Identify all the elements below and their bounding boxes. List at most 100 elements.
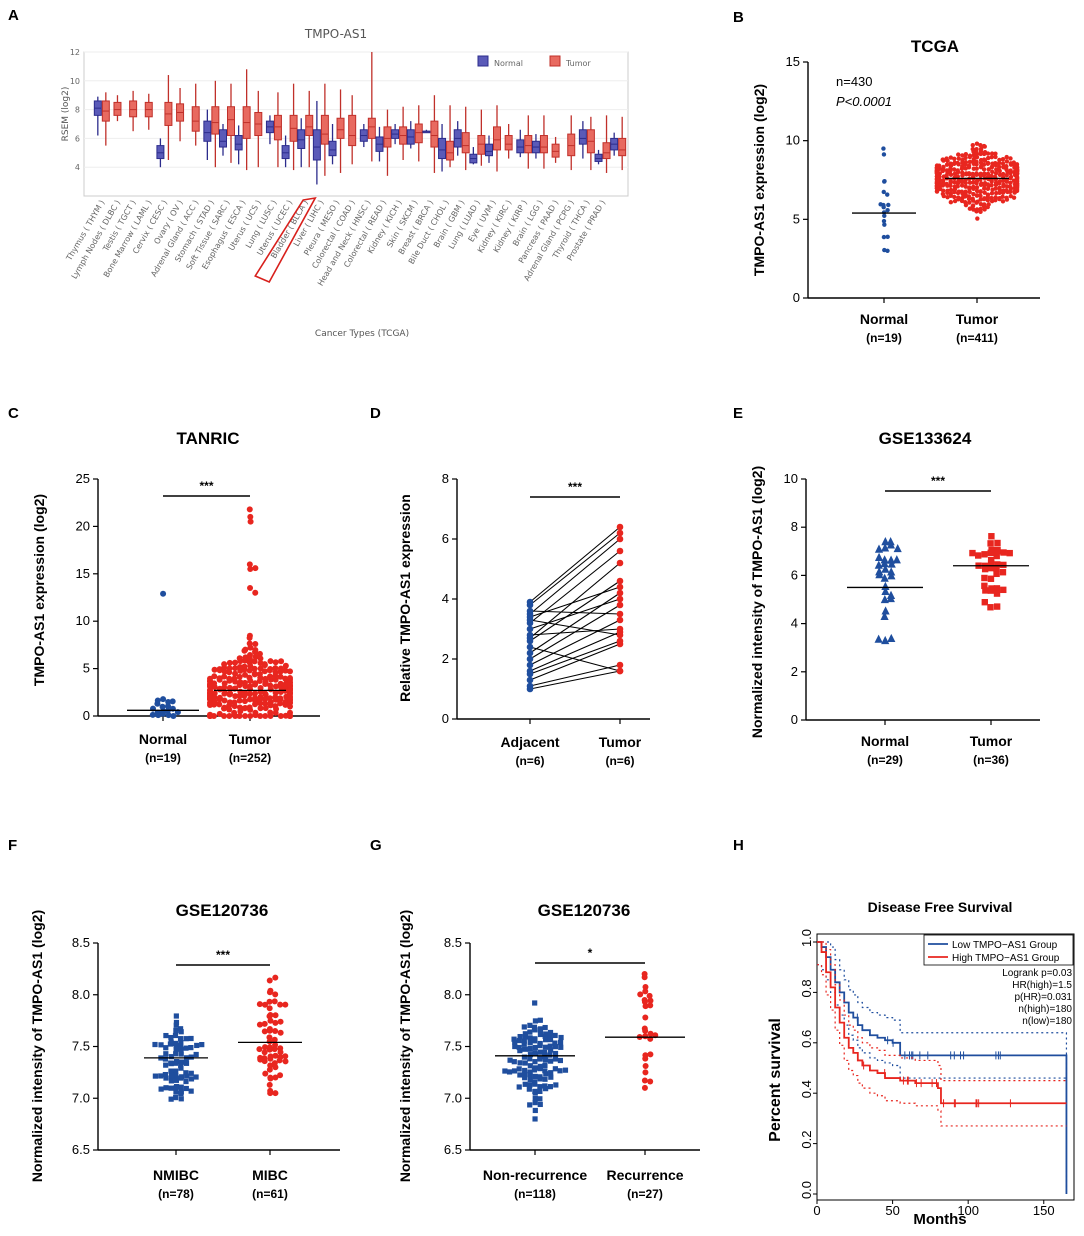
chart-c-point-tumor	[207, 711, 213, 718]
chart-g-point-non-recurrence	[521, 1038, 527, 1044]
chart-f-point-nmibc	[177, 1026, 184, 1032]
chart-h-title: Disease Free Survival	[868, 899, 1013, 915]
chart-c-ylabel: TMPO-AS1 expression (log2)	[31, 494, 47, 686]
chart-e-point-normal	[880, 573, 889, 582]
chart-e-ytick-label: 0	[791, 712, 798, 727]
chart-b-point-tumor	[1004, 159, 1010, 164]
chart-f-point-nmibc	[163, 1075, 169, 1081]
chart-g-category-label: Non-recurrence	[483, 1167, 587, 1183]
chart-b-point-tumor	[948, 183, 953, 188]
chart-c-point-tumor	[251, 690, 258, 697]
chart-d-pair-line	[529, 592, 621, 654]
chart-a-ylabel: RSEM (log2)	[61, 87, 71, 142]
chart-e-point-tumor	[981, 565, 989, 573]
chart-b-point-tumor	[1014, 170, 1020, 176]
chart-g-point-non-recurrence	[532, 1107, 538, 1114]
chart-b-point-tumor	[974, 147, 979, 152]
chart-a-title: TMPO-AS1	[304, 27, 367, 41]
chart-c-point-tumor	[207, 687, 213, 694]
chart-b-point-tumor	[948, 155, 954, 160]
chart-g-point-non-recurrence	[547, 1084, 553, 1090]
chart-e-point-tumor	[975, 552, 982, 559]
chart-c-ytick-label: 25	[76, 471, 90, 486]
chart-g-significance-label: *	[588, 946, 593, 960]
chart-a-box-normal	[203, 120, 212, 142]
chart-d-point-adjacent	[526, 607, 534, 615]
chart-c-n-label: (n=19)	[145, 751, 181, 765]
chart-f-point-mibc	[266, 1066, 273, 1073]
chart-d-pair-line	[529, 580, 621, 642]
chart-g-point-non-recurrence	[527, 1046, 533, 1052]
chart-c-point-normal	[169, 698, 176, 705]
chart-f-point-mibc	[272, 991, 279, 998]
chart-e-point-tumor	[1006, 549, 1013, 557]
chart-c-point-tumor	[241, 705, 248, 712]
chart-d-point-adjacent	[526, 655, 534, 663]
chart-c-point-tumor	[287, 668, 293, 675]
chart-g-point-non-recurrence	[537, 1076, 543, 1082]
chart-b-point-tumor	[952, 194, 957, 200]
chart-f-point-mibc	[266, 1034, 273, 1041]
chart-g-point-non-recurrence	[547, 1032, 553, 1038]
chart-f-point-mibc	[277, 1001, 284, 1008]
chart-c-point-tumor	[216, 701, 223, 708]
chart-g-point-non-recurrence	[522, 1046, 528, 1052]
chart-a-ytick-label: 6	[75, 134, 80, 143]
chart-c-point-tumor	[267, 709, 274, 716]
chart-c-point-tumor	[277, 712, 284, 719]
chart-b-point-tumor	[989, 151, 995, 156]
chart-f-point-mibc	[282, 1001, 289, 1008]
chart-b-point-tumor	[934, 189, 940, 194]
chart-f-point-nmibc	[168, 1039, 174, 1045]
chart-f-point-mibc	[267, 1075, 274, 1082]
chart-g-point-recurrence	[642, 988, 649, 995]
chart-b-point-tumor	[956, 152, 961, 157]
chart-e-point-tumor	[987, 564, 995, 572]
chart-b-point-tumor	[978, 142, 983, 148]
chart-b-point-tumor	[982, 207, 987, 212]
chart-e-point-normal	[881, 564, 890, 573]
chart-a-legend-normal-swatch	[477, 55, 489, 67]
chart-b-point-tumor	[974, 193, 980, 198]
chart-f-point-nmibc	[158, 1042, 164, 1048]
chart-f-point-nmibc	[188, 1054, 194, 1060]
chart-b-point-tumor	[986, 167, 991, 172]
chart-f-point-mibc	[257, 1054, 264, 1061]
chart-g-point-non-recurrence	[527, 1029, 533, 1035]
chart-c-point-tumor	[231, 709, 238, 716]
chart-g-point-non-recurrence	[532, 1073, 538, 1080]
chart-b-point-tumor	[934, 183, 940, 189]
chart-a-box-tumor	[227, 106, 235, 137]
chart-c-point-tumor	[207, 675, 213, 682]
chart-g-point-recurrence	[641, 974, 648, 981]
chart-f-point-nmibc	[178, 1051, 184, 1057]
chart-b-point-tumor	[978, 197, 983, 202]
chart-c-ytick-label: 10	[76, 613, 90, 628]
chart-b-ytick-label: 0	[793, 290, 800, 305]
chart-c-point-tumor	[272, 696, 279, 703]
chart-b-point-tumor	[963, 184, 968, 189]
chart-d-point-adjacent	[526, 598, 534, 606]
chart-c-point-tumor	[232, 659, 239, 666]
chart-b-point-tumor	[959, 198, 965, 204]
chart-a-box-tumor	[539, 135, 548, 154]
chart-c-point-tumor	[226, 659, 233, 666]
chart-f-point-nmibc	[199, 1042, 205, 1048]
chart-g-point-recurrence	[641, 1077, 648, 1084]
chart-c-point-tumor	[252, 653, 259, 660]
chart-g-point-recurrence	[647, 1002, 654, 1009]
chart-f-point-mibc	[272, 1012, 279, 1019]
chart-b-point-tumor	[997, 190, 1002, 196]
chart-c-point-tumor	[226, 684, 233, 691]
chart-g-point-non-recurrence	[527, 1056, 533, 1062]
chart-c-point-tumor	[272, 689, 279, 696]
chart-g-point-non-recurrence	[557, 1068, 563, 1074]
chart-c-point-normal	[165, 712, 172, 719]
chart-d-pair-line	[529, 619, 621, 666]
chart-c-point-tumor	[247, 713, 254, 719]
chart-b-point-tumor	[997, 157, 1002, 163]
chart-c-point-tumor	[221, 661, 228, 668]
chart-b-point-tumor	[1008, 156, 1013, 161]
chart-b-point-tumor	[997, 172, 1003, 177]
